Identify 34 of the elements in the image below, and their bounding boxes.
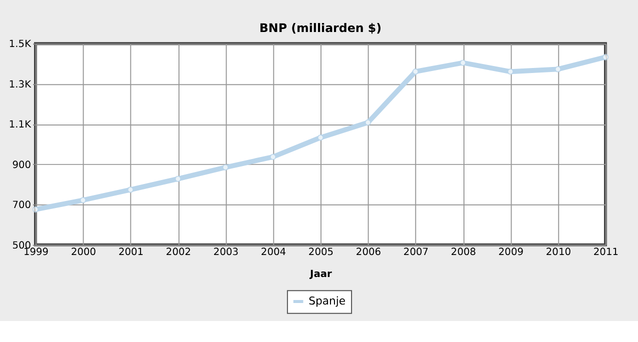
- x-tick-label: 2001: [118, 247, 144, 258]
- point: [364, 119, 372, 126]
- x-tick-label: 2008: [450, 247, 476, 258]
- x-tick-label: 2010: [546, 247, 571, 258]
- point: [554, 66, 562, 72]
- chart-title: BNP (milliarden $): [259, 20, 382, 35]
- x-tick-label: 1999: [23, 247, 49, 258]
- x-tick-label: 2003: [213, 247, 239, 258]
- y-tick-label: 1.3K: [8, 79, 32, 90]
- point: [270, 154, 276, 160]
- legend-label: Spanje: [308, 294, 346, 308]
- x-tick-label: 2007: [403, 247, 429, 258]
- x-tick-label: 2002: [166, 247, 192, 258]
- point: [32, 206, 39, 213]
- x-tick-label: 2000: [70, 247, 96, 258]
- x-tick-label: 2011: [593, 247, 618, 258]
- x-axis-title: Jaar: [309, 268, 332, 280]
- point: [222, 164, 229, 171]
- point: [127, 186, 134, 193]
- y-tick-label: 1.5K: [8, 39, 32, 50]
- y-tick-label: 900: [12, 160, 32, 171]
- point: [317, 134, 324, 141]
- x-tick-label: 2006: [356, 247, 382, 258]
- point: [507, 68, 514, 75]
- x-tick-label: 2005: [308, 247, 334, 258]
- point: [412, 68, 419, 75]
- point: [80, 196, 86, 204]
- x-tick-label: 2009: [498, 247, 524, 258]
- y-tick-label: 1.1K: [8, 120, 32, 131]
- point: [602, 54, 609, 60]
- y-tick-label: 700: [12, 200, 32, 212]
- point: [174, 176, 182, 182]
- x-tick-label: 2004: [260, 247, 286, 258]
- point: [460, 60, 466, 66]
